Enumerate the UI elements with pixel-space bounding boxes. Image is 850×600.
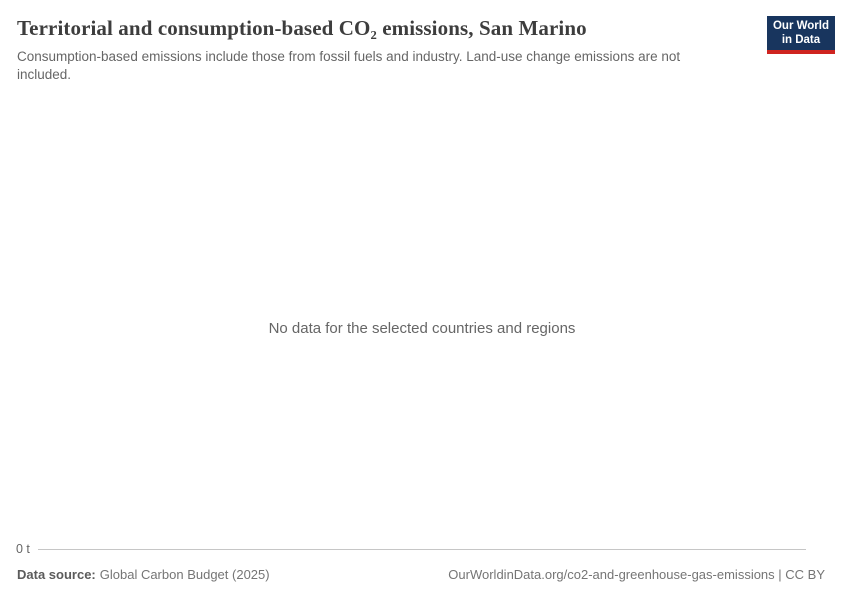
x-axis-baseline: 0 t [16, 542, 806, 556]
y-axis-tick-label: 0 t [16, 542, 30, 556]
axis-line [37, 548, 806, 550]
plot-area [38, 95, 806, 541]
data-source: Data source: Global Carbon Budget (2025) [17, 567, 270, 582]
owid-logo[interactable]: Our World in Data [766, 16, 835, 54]
owid-logo-line1: Our World [772, 20, 829, 32]
chart-title: Territorial and consumption-based CO₂ em… [17, 16, 587, 40]
chart-subtitle: Consumption-based emissions include thos… [17, 49, 681, 83]
data-source-label: Data source: [17, 567, 96, 582]
data-source-value[interactable]: Global Carbon Budget (2025) [99, 567, 270, 582]
no-data-message: No data for the selected countries and r… [268, 320, 576, 337]
attribution-link[interactable]: OurWorldinData.org/co2-and-greenhouse-ga… [448, 567, 825, 582]
chart-footer: Data source: Global Carbon Budget (2025) … [17, 567, 825, 582]
owid-logo-line2: in Data [781, 34, 821, 47]
chart-header: Territorial and consumption-based CO₂ em… [17, 16, 834, 85]
